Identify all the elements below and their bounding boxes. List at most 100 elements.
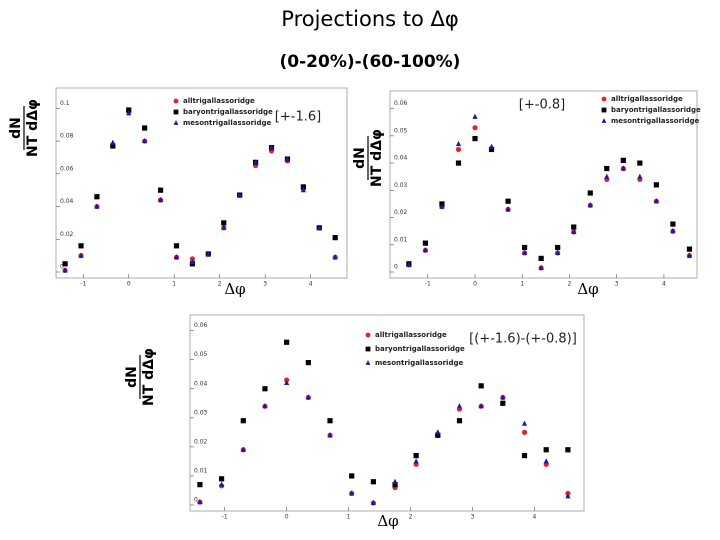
annotation-box [467, 330, 579, 348]
legend-label: baryontrigallassoridge [183, 108, 273, 116]
marker-triangle [126, 110, 132, 116]
marker-square [413, 452, 419, 459]
marker-triangle [332, 254, 338, 260]
x-axis-label: Δφ [224, 280, 245, 298]
y-axis-label-top: dN [124, 366, 140, 388]
marker-triangle [142, 137, 148, 144]
marker-triangle [78, 252, 84, 258]
marker-triangle [268, 144, 275, 150]
marker-triangle [439, 203, 445, 209]
y-tick-label: 0.03 [194, 409, 208, 416]
marker-square [157, 187, 164, 193]
x-tick-label: 0 [127, 281, 131, 288]
marker-circle [472, 125, 478, 131]
x-tick-label: 3 [471, 514, 475, 521]
marker-square [455, 160, 462, 166]
y-tick-label: 0.02 [194, 438, 208, 445]
y-tick-label: 0.02 [394, 209, 408, 216]
marker-triangle [392, 478, 398, 484]
marker-square [142, 125, 148, 131]
marker-triangle [670, 228, 676, 234]
marker-square [601, 107, 607, 113]
marker-square [522, 244, 528, 251]
y-axis-label: dN NT dΔφ [124, 348, 157, 406]
legend-label: alltrigallassoridge [183, 97, 255, 105]
slide-subtitle: (0-20%)-(60-100%) [280, 52, 461, 72]
marker-square [392, 482, 398, 488]
marker-triangle [189, 259, 196, 265]
marker-square [488, 146, 495, 153]
y-tick-label: 0.06 [194, 322, 208, 329]
marker-triangle [435, 429, 441, 435]
marker-triangle [500, 394, 506, 400]
marker-square [587, 190, 593, 196]
legend-label: mesontrigallassoridge [611, 117, 699, 125]
marker-square [435, 432, 441, 438]
marker-circle [365, 332, 371, 338]
marker-triangle [620, 165, 626, 171]
y-tick-label: 0 [60, 264, 64, 271]
marker-triangle [94, 203, 100, 209]
annotation-box [516, 96, 568, 114]
marker-triangle [406, 261, 412, 267]
marker-triangle [349, 490, 355, 496]
legend-label: alltrigallassoridge [375, 331, 447, 339]
x-tick-label: 4 [662, 281, 666, 288]
x-tick-label: 4 [533, 514, 537, 521]
marker-triangle [587, 202, 593, 208]
annotation: [+-0.8] [519, 98, 565, 113]
legend-label: baryontrigallassoridge [375, 345, 465, 353]
marker-square [349, 473, 355, 479]
y-tick-label: 0.08 [60, 133, 74, 140]
annotation-box [272, 108, 324, 126]
x-tick-label: 0 [473, 281, 477, 288]
marker-square [670, 221, 676, 227]
marker-triangle [262, 403, 268, 409]
marker-triangle [505, 206, 511, 212]
marker-square [505, 198, 511, 204]
marker-square [500, 400, 506, 406]
y-axis-label-top: dN [8, 117, 24, 139]
marker-triangle [571, 228, 577, 235]
y-tick-label: 0.1 [60, 100, 70, 107]
marker-square [456, 418, 463, 424]
y-tick-label: 0.06 [394, 100, 408, 107]
marker-circle [189, 256, 196, 262]
marker-triangle [455, 140, 462, 147]
y-tick-label: 0.04 [194, 380, 208, 387]
marker-circle [455, 146, 462, 153]
x-tick-label: 2 [568, 281, 572, 288]
marker-square [565, 447, 571, 453]
x-tick-label: 0 [285, 514, 289, 521]
marker-triangle [538, 264, 544, 270]
x-tick-label: 1 [172, 281, 176, 288]
marker-triangle [221, 224, 227, 230]
marker-square [637, 160, 643, 166]
legend-label: mesontrigallassoridge [375, 359, 463, 367]
marker-triangle [565, 493, 571, 499]
marker-square [332, 235, 338, 241]
marker-triangle [240, 446, 246, 452]
x-tick-label: 3 [615, 281, 619, 288]
marker-square [221, 220, 227, 226]
marker-triangle [555, 249, 561, 256]
marker-square [284, 339, 290, 345]
marker-triangle [110, 139, 116, 145]
marker-triangle [205, 250, 211, 257]
marker-square [555, 244, 561, 251]
marker-triangle [197, 498, 203, 505]
plot-frame [389, 90, 698, 279]
marker-square [218, 476, 225, 482]
slide-title: Projections to Δφ [281, 7, 458, 31]
legend-label: mesontrigallassoridge [183, 119, 271, 127]
marker-triangle [305, 394, 311, 400]
x-tick-label: -1 [222, 514, 228, 521]
marker-triangle [604, 173, 610, 179]
legend-label: baryontrigallassoridge [611, 106, 701, 114]
marker-square [305, 359, 311, 366]
y-axis-label-bottom: NT dΔφ [141, 348, 157, 406]
marker-circle [521, 429, 528, 435]
marker-square [300, 184, 306, 190]
marker-triangle [300, 187, 306, 193]
